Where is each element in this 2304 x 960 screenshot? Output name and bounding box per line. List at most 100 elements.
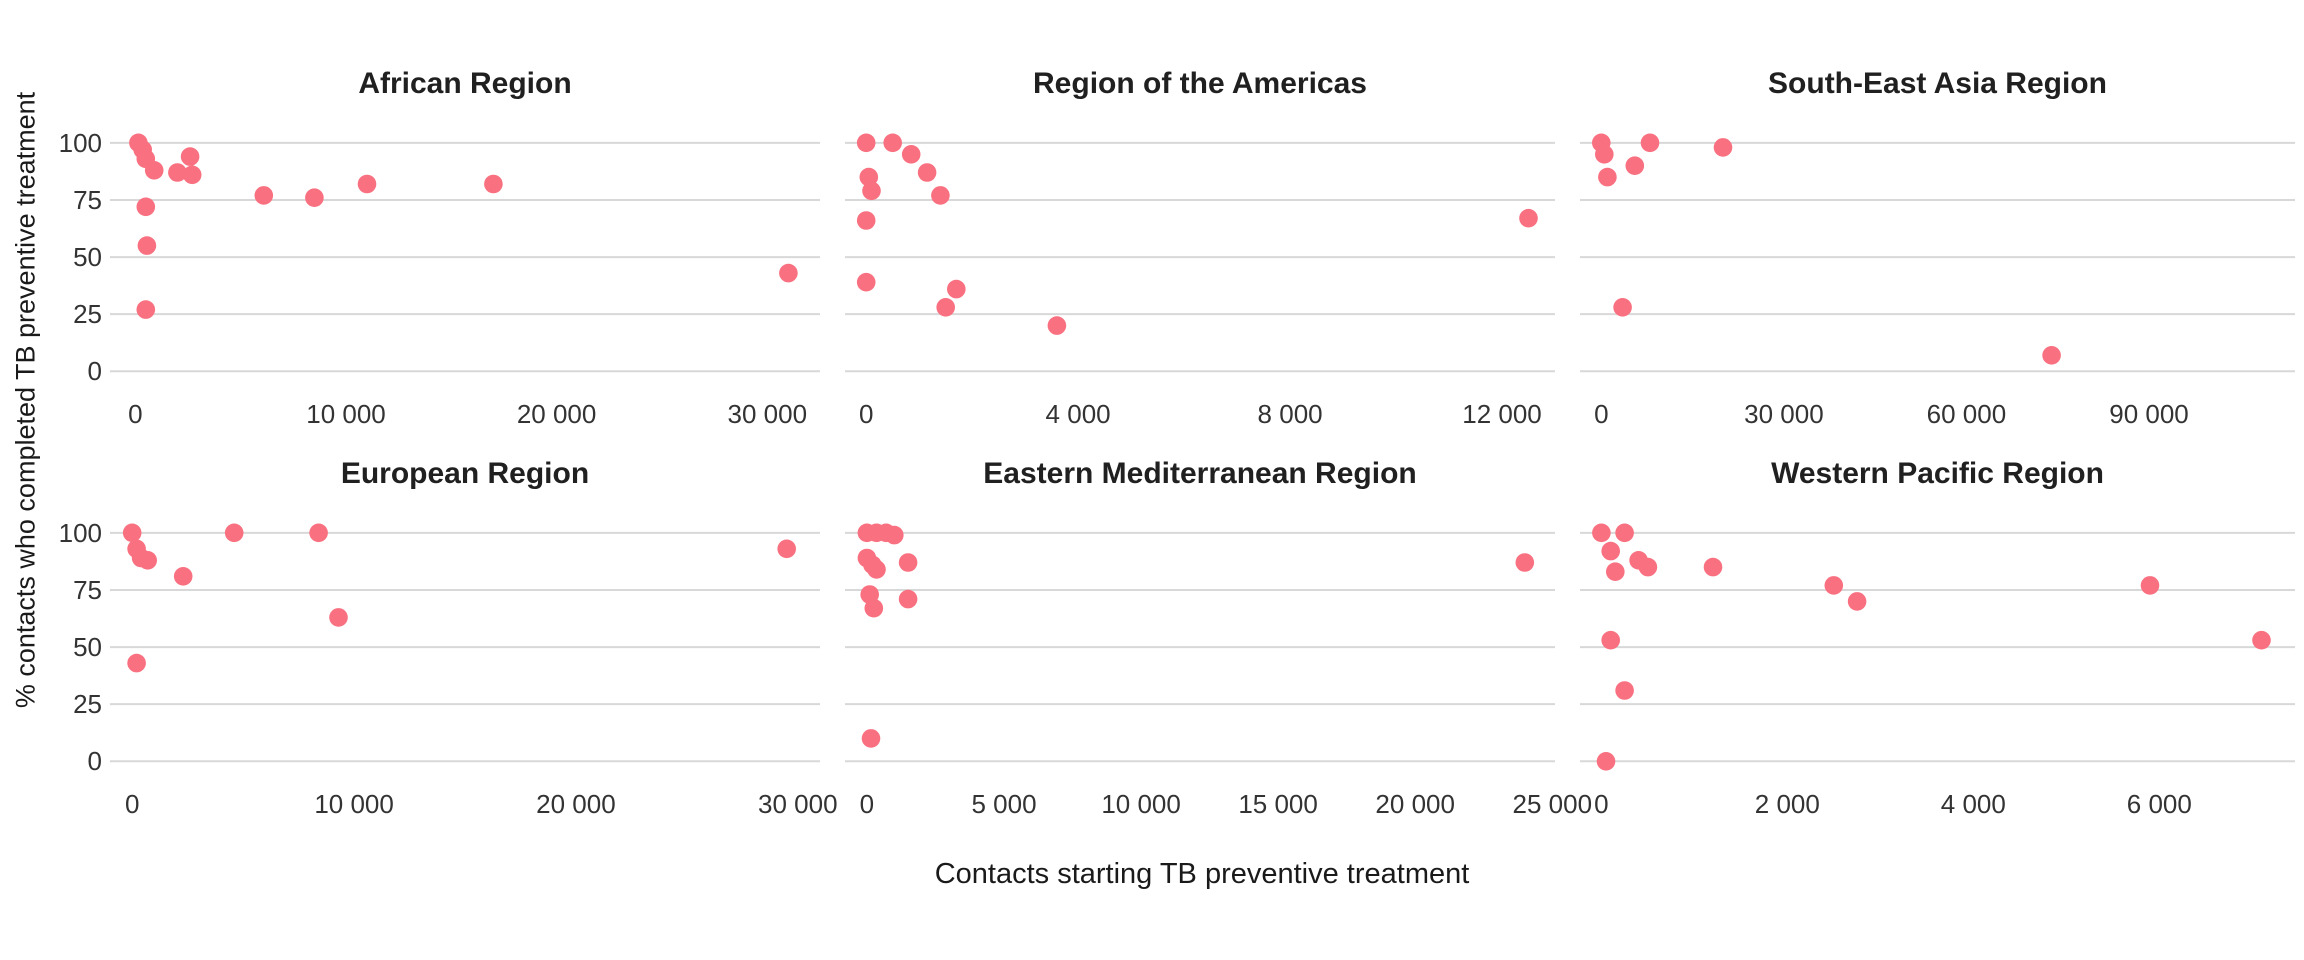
data-point <box>1713 138 1733 157</box>
x-tick-label: 20 000 <box>516 399 597 429</box>
data-point <box>856 272 876 292</box>
y-tick-label: 100 <box>58 517 102 548</box>
x-tick-label: 90 000 <box>2109 399 2189 429</box>
data-point <box>1596 752 1616 771</box>
x-tick-label: 0 <box>124 789 140 819</box>
x-tick-row: 0 4 000 8 000 12 000 <box>845 397 1555 431</box>
x-tick-label: 4 000 <box>1940 789 2006 819</box>
data-point <box>127 653 146 673</box>
data-point <box>867 560 886 579</box>
facet-plot <box>845 523 1555 763</box>
x-tick-label: 10 000 <box>1101 789 1181 819</box>
x-tick-label: 4 000 <box>1045 399 1111 429</box>
facet-title: European Region <box>340 457 590 490</box>
y-tick-label: 25 <box>73 299 102 330</box>
data-point <box>254 186 274 205</box>
data-point <box>136 300 156 319</box>
data-point <box>136 197 156 217</box>
data-point <box>329 608 348 627</box>
data-point <box>144 161 164 180</box>
data-point <box>864 598 884 618</box>
data-point <box>861 729 881 748</box>
data-point <box>2042 346 2061 365</box>
data-point <box>917 163 937 182</box>
data-point <box>224 523 244 543</box>
data-point <box>1615 681 1634 700</box>
y-tick-label: 75 <box>73 574 102 605</box>
facet-plot <box>845 133 1555 373</box>
x-tick-label: 30 000 <box>758 789 838 819</box>
facet-plot <box>110 523 820 763</box>
x-tick-label: 0 <box>128 399 143 429</box>
data-point <box>168 163 187 182</box>
x-tick-label: 10 000 <box>306 399 386 429</box>
facet-title: African Region <box>358 67 572 100</box>
data-point <box>484 174 503 194</box>
data-point <box>122 523 142 543</box>
data-point <box>1613 298 1632 317</box>
data-point <box>898 589 918 609</box>
data-point <box>182 165 202 185</box>
data-point <box>931 186 950 205</box>
data-point <box>936 298 955 317</box>
data-point <box>180 147 200 166</box>
data-point <box>305 188 324 207</box>
x-tick-label: 0 <box>858 399 874 429</box>
y-tick-label: 50 <box>73 242 102 273</box>
data-point <box>1515 553 1535 572</box>
data-point <box>1595 145 1614 164</box>
facet-title: South-East Asia Region <box>1768 67 2107 100</box>
data-point <box>1601 630 1620 650</box>
y-tick-label: 100 <box>58 127 102 158</box>
x-tick-label: 8 000 <box>1257 399 1323 429</box>
x-tick-label: 0 <box>859 789 875 819</box>
data-point <box>856 133 876 153</box>
data-point <box>173 567 193 586</box>
x-tick-label: 2 000 <box>1754 789 1820 819</box>
data-point <box>777 539 796 559</box>
data-point <box>947 279 966 299</box>
data-point <box>2140 576 2160 595</box>
facet-plot <box>1580 133 2295 373</box>
data-point <box>856 211 876 230</box>
facet-title: Eastern Mediterranean Region <box>983 457 1417 490</box>
x-axis-title: Contacts starting TB preventive treatmen… <box>934 858 1470 890</box>
facet-title: Region of the Americas <box>1033 67 1367 100</box>
x-tick-row: 0 10 000 20 000 30 000 <box>110 397 820 431</box>
x-tick-label: 30 000 <box>1744 399 1824 429</box>
x-tick-label: 0 <box>1594 789 1609 819</box>
data-point <box>898 553 918 572</box>
data-point <box>1625 156 1645 175</box>
x-tick-label: 25 000 <box>1512 789 1593 819</box>
x-tick-row: 0 2 000 4 000 6 000 <box>1580 787 2295 821</box>
y-tick-label: 0 <box>87 746 102 777</box>
data-point <box>1847 592 1867 611</box>
y-tick-label: 50 <box>73 632 102 663</box>
data-point <box>1598 167 1617 187</box>
facet-plot <box>110 133 820 373</box>
facet-title: Western Pacific Region <box>1771 457 2104 490</box>
x-tick-label: 6 000 <box>2126 789 2192 819</box>
x-tick-row: 0 30 000 60 000 90 000 <box>1580 397 2295 431</box>
data-point <box>1703 557 1723 577</box>
x-tick-label: 15 000 <box>1238 789 1318 819</box>
data-point <box>1047 316 1067 335</box>
data-point <box>1638 557 1658 577</box>
data-point <box>1824 576 1844 595</box>
data-point <box>901 145 921 164</box>
x-tick-row: 0 10 000 20 000 30 000 <box>110 787 838 821</box>
x-tick-label: 60 000 <box>1926 399 2007 429</box>
x-tick-label: 30 000 <box>727 399 808 429</box>
y-tick-label: 75 <box>73 184 102 215</box>
data-point <box>1615 523 1634 543</box>
data-point <box>137 236 157 255</box>
data-point <box>1592 523 1611 543</box>
x-tick-label: 20 000 <box>1375 789 1455 819</box>
data-point <box>1601 541 1620 561</box>
x-tick-label: 0 <box>1594 399 1609 429</box>
x-tick-label: 5 000 <box>971 789 1037 819</box>
x-tick-label: 10 000 <box>314 789 394 819</box>
data-point <box>2252 630 2271 650</box>
x-tick-label: 20 000 <box>536 789 616 819</box>
